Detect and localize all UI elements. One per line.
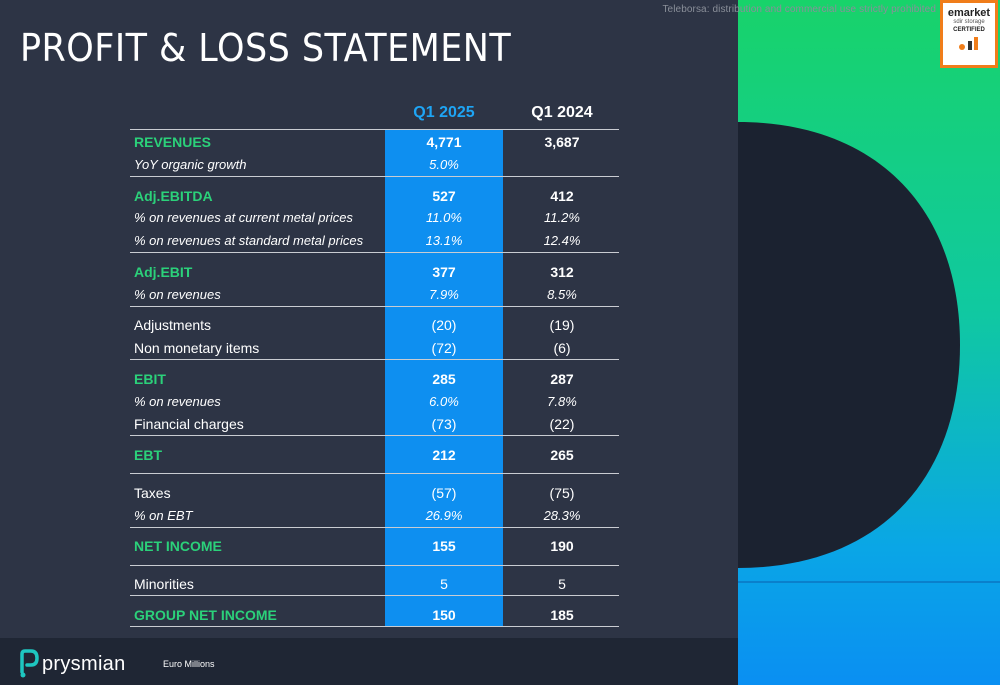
value-q1-2024: 12.4% — [543, 233, 581, 248]
table-divider — [130, 565, 619, 566]
value-q1-2024: 287 — [550, 371, 574, 387]
row-label: NET INCOME — [134, 538, 222, 554]
value-q1-2024: 185 — [550, 607, 574, 623]
table-row: EBIT 285 287 — [130, 368, 619, 390]
value-q1-2025: 5.0% — [429, 157, 459, 172]
row-label: % on revenues at current metal prices — [134, 210, 353, 225]
value-q1-2025: 6.0% — [429, 394, 459, 409]
decorative-arc — [738, 0, 1000, 685]
value-q1-2025: 377 — [432, 264, 456, 280]
row-label: Minorities — [134, 576, 194, 592]
current-period-highlight — [385, 129, 503, 626]
value-q1-2024: 312 — [550, 264, 574, 280]
row-label: % on EBT — [134, 508, 193, 523]
value-q1-2024: (75) — [549, 485, 575, 501]
page-title: PROFIT & LOSS STATEMENT — [20, 26, 512, 70]
table-divider — [130, 473, 619, 474]
value-q1-2024: 3,687 — [544, 134, 580, 150]
table-row: REVENUES 4,771 3,687 — [130, 131, 619, 153]
table-row: % on revenues at current metal prices 11.… — [130, 207, 619, 229]
badge-bars-icon — [959, 37, 978, 50]
row-label: Taxes — [134, 485, 171, 501]
watermark-text: Teleborsa: distribution and commercial u… — [662, 4, 936, 15]
row-label: YoY organic growth — [134, 157, 247, 172]
certification-badge: emarket sdir storage CERTIFIED — [940, 0, 998, 68]
badge-brand: emarket — [947, 7, 991, 19]
table-row: % on EBT 26.9% 28.3% — [130, 505, 619, 527]
table-row: Financial charges (73) (22) — [130, 413, 619, 435]
value-q1-2024: 28.3% — [543, 508, 581, 523]
row-label: Financial charges — [134, 416, 244, 432]
table-divider — [130, 595, 619, 596]
value-q1-2024: 8.5% — [547, 287, 577, 302]
value-q1-2025: 285 — [432, 371, 456, 387]
table-row: NET INCOME 155 190 — [130, 535, 619, 557]
table-row: % on revenues 6.0% 7.8% — [130, 391, 619, 413]
table-row: Non monetary items (72) (6) — [130, 337, 619, 359]
value-q1-2025: 26.9% — [425, 508, 463, 523]
table-divider — [130, 359, 619, 360]
value-q1-2025: 5 — [440, 576, 448, 592]
row-label: EBIT — [134, 371, 166, 387]
value-q1-2024: 7.8% — [547, 394, 577, 409]
table-row: YoY organic growth 5.0% — [130, 154, 619, 176]
value-q1-2024: 11.2% — [544, 210, 580, 225]
footer-bar — [0, 638, 738, 685]
slide-background — [0, 0, 738, 638]
units-note: Euro Millions — [163, 659, 215, 669]
row-label: Adj.EBIT — [134, 264, 193, 280]
row-label: Non monetary items — [134, 340, 260, 356]
table-row: Adjustments (20) (19) — [130, 314, 619, 336]
value-q1-2024: 190 — [550, 538, 574, 554]
prysmian-logo-icon — [20, 649, 39, 678]
value-q1-2025: 13.1% — [425, 233, 463, 248]
value-q1-2025: (57) — [431, 485, 457, 501]
value-q1-2025: 7.9% — [429, 287, 459, 302]
value-q1-2025: 527 — [432, 188, 456, 204]
row-label: EBT — [134, 447, 162, 463]
table-row: Taxes (57) (75) — [130, 482, 619, 504]
row-label: Adj.EBITDA — [134, 188, 213, 204]
table-row: Adj.EBITDA 527 412 — [130, 185, 619, 207]
value-q1-2025: 212 — [432, 447, 456, 463]
row-label: GROUP NET INCOME — [134, 607, 277, 623]
table-divider — [130, 129, 619, 130]
value-q1-2024: 265 — [550, 447, 574, 463]
table-row: EBT 212 265 — [130, 444, 619, 466]
badge-certified: CERTIFIED — [953, 27, 985, 33]
column-header-q1-2025: Q1 2025 — [413, 104, 475, 121]
value-q1-2025: 4,771 — [426, 134, 462, 150]
table-divider — [130, 527, 619, 528]
value-q1-2024: 5 — [558, 576, 566, 592]
value-q1-2025: 11.0% — [426, 210, 462, 225]
value-q1-2024: 412 — [550, 188, 574, 204]
table-divider — [130, 626, 619, 627]
value-q1-2025: (20) — [431, 317, 457, 333]
table-divider — [130, 252, 619, 253]
value-q1-2024: (6) — [553, 340, 571, 356]
brand-name: prysmian — [42, 653, 126, 675]
table-row: Minorities 5 5 — [130, 573, 619, 595]
table-divider — [130, 435, 619, 436]
table-row: Adj.EBIT 377 312 — [130, 261, 619, 283]
table-row: % on revenues 7.9% 8.5% — [130, 284, 619, 306]
table-divider — [130, 306, 619, 307]
column-header-q1-2024: Q1 2024 — [531, 104, 593, 121]
row-label: % on revenues — [134, 287, 221, 302]
table-divider — [130, 176, 619, 177]
value-q1-2024: (22) — [549, 416, 575, 432]
value-q1-2024: (19) — [549, 317, 575, 333]
row-label: REVENUES — [134, 134, 212, 150]
badge-subtitle: sdir storage — [953, 19, 985, 25]
table-row: GROUP NET INCOME 150 185 — [130, 604, 619, 626]
row-label: Adjustments — [134, 317, 212, 333]
row-label: % on revenues — [134, 394, 221, 409]
table-row: % on revenues at standard metal prices 13… — [130, 230, 619, 252]
row-label: % on revenues at standard metal prices — [134, 233, 364, 248]
value-q1-2025: 155 — [432, 538, 456, 554]
value-q1-2025: (73) — [431, 416, 457, 432]
value-q1-2025: 150 — [432, 607, 456, 623]
value-q1-2025: (72) — [431, 340, 457, 356]
